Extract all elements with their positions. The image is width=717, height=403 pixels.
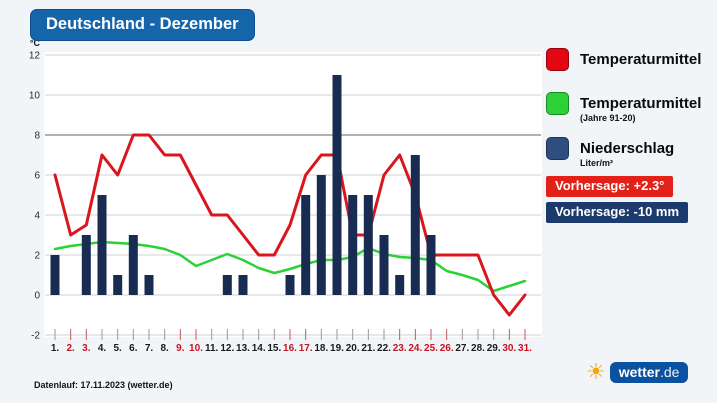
x-tick-label: 18. <box>314 343 328 354</box>
y-axis-unit-label: °C <box>30 38 41 48</box>
x-axis: 1. 2. 3. 4. 5. 6. 7. 8. 9. 10. 11. 12. 13. 14. 15. 16. 1… <box>51 329 532 354</box>
x-tick-label: 11. <box>205 343 219 354</box>
x-tick-label: 7. <box>145 343 154 354</box>
x-tick-label: 30. <box>502 343 516 354</box>
legend-item-climate: Temperaturmittel (Jahre 91-20) <box>546 92 701 123</box>
precipitation-bar <box>285 275 295 295</box>
x-tick-label: 28. <box>471 343 485 354</box>
x-tick-label: 16. <box>283 343 297 354</box>
temperature-swatch <box>546 48 569 71</box>
x-tick-label: 23. <box>393 343 407 354</box>
precipitation-bar <box>50 255 60 295</box>
y-tick-label: 8 <box>34 131 40 142</box>
precipitation-bar <box>363 195 373 295</box>
sun-icon: ☀ <box>586 359 606 384</box>
y-tick-label: 4 <box>34 211 40 222</box>
wetter-de-wordmark: wetter.de <box>609 361 689 383</box>
wetter-de-logo: ☀ wetter.de <box>586 359 689 384</box>
x-tick-label: 1. <box>51 343 60 354</box>
logo-brand: wetter <box>618 363 660 380</box>
x-tick-label: 14. <box>252 343 266 354</box>
legend-label-climate: Temperaturmittel <box>580 95 702 112</box>
x-tick-label: 21. <box>361 343 375 354</box>
precipitation-swatch <box>546 137 569 160</box>
y-tick-label: 2 <box>34 251 40 262</box>
page-title: Deutschland - Dezember <box>30 9 255 41</box>
x-tick-label: 26. <box>440 343 454 354</box>
precipitation-bar <box>316 175 326 295</box>
logo-tld: .de <box>659 363 680 380</box>
x-tick-label: 31. <box>518 343 532 354</box>
legend-label-temperature: Temperaturmittel <box>580 51 702 68</box>
x-tick-label: 12. <box>220 343 234 354</box>
precipitation-bar <box>81 235 91 295</box>
x-tick-label: 29. <box>487 343 501 354</box>
temperature-line <box>53 133 527 317</box>
y-tick-label: 10 <box>29 91 41 102</box>
x-tick-label: 17. <box>299 343 313 354</box>
y-tick-label: 0 <box>34 291 40 302</box>
legend-item-temperature: Temperaturmittel <box>546 48 701 71</box>
y-tick-label: 12 <box>29 51 41 62</box>
x-tick-label: 9. <box>176 343 185 354</box>
precipitation-bar <box>332 75 342 295</box>
data-run-label: Datenlauf: 17.11.2023 (wetter.de) <box>34 380 173 390</box>
precipitation-bar <box>301 195 311 295</box>
precipitation-bar <box>144 275 154 295</box>
x-tick-label: 4. <box>98 343 107 354</box>
x-tick-label: 24. <box>408 343 422 354</box>
precipitation-bar <box>222 275 232 295</box>
x-tick-label: 15. <box>267 343 281 354</box>
legend-sublabel-precipitation: Liter/m² <box>580 158 614 168</box>
precipitation-bar <box>410 155 420 295</box>
y-axis: -2 0 2 4 6 8 10 12 °C <box>29 38 41 342</box>
precipitation-bar <box>238 275 248 295</box>
y-tick-label: -2 <box>31 331 40 342</box>
legend-label-precipitation: Niederschlag <box>580 140 675 157</box>
precipitation-bar <box>348 195 358 295</box>
precipitation-bar <box>426 235 436 295</box>
x-tick-label: 22. <box>377 343 391 354</box>
x-tick-label: 8. <box>160 343 169 354</box>
x-tick-label: 20. <box>346 343 360 354</box>
x-tick-label: 3. <box>82 343 91 354</box>
x-tick-label: 2. <box>66 343 75 354</box>
x-tick-label: 25. <box>424 343 438 354</box>
precipitation-bar <box>379 235 389 295</box>
precipitation-bar <box>128 235 138 295</box>
precipitation-bar <box>97 195 107 295</box>
precipitation-bar <box>395 275 405 295</box>
x-tick-label: 6. <box>129 343 138 354</box>
legend-sublabel-climate: (Jahre 91-20) <box>580 113 636 123</box>
precipitation-bars <box>50 75 436 295</box>
forecast-temperature-badge: Vorhersage: +2.3° <box>546 176 674 198</box>
x-tick-label: 27. <box>455 343 469 354</box>
x-tick-label: 5. <box>113 343 122 354</box>
climate-swatch <box>546 92 569 115</box>
x-tick-label: 10. <box>189 343 203 354</box>
precipitation-bar <box>113 275 123 295</box>
x-tick-label: 13. <box>236 343 250 354</box>
y-tick-label: 6 <box>34 171 40 182</box>
forecast-precipitation-badge: Vorhersage: -10 mm <box>546 202 689 224</box>
x-tick-label: 19. <box>330 343 344 354</box>
legend-item-precipitation: Niederschlag Liter/m² <box>546 137 674 168</box>
